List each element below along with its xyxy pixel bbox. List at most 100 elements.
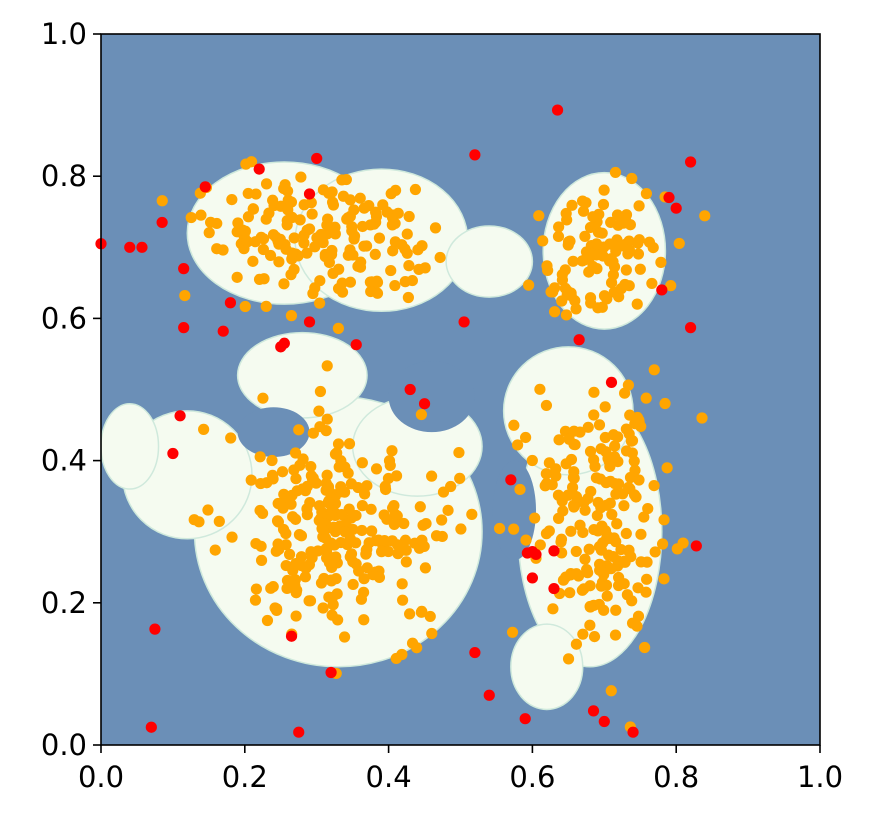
inlier-point [587,211,599,223]
inlier-point [305,546,317,558]
inlier-point [326,609,338,621]
outlier-point [458,316,470,328]
inlier-point [313,405,325,417]
inlier-point [301,247,313,259]
outlier-point [526,572,539,584]
outlier-point [325,666,337,679]
y-tick-label: 0.4 [41,444,87,478]
inlier-point [414,501,426,513]
inlier-point [648,479,660,492]
outlier-point [519,713,531,725]
outlier-point [178,322,190,334]
inlier-point [426,470,438,482]
inlier-point [282,204,294,216]
inlier-point [396,648,408,661]
inlier-point [661,462,673,474]
inlier-point [608,451,621,463]
inlier-point [677,537,689,549]
inlier-point [347,578,359,591]
inlier-point [298,199,310,211]
inlier-point [519,431,532,444]
inlier-point [403,260,415,272]
outlier-point [224,297,237,309]
outlier-point [136,241,148,253]
inlier-point [583,543,595,555]
inlier-point [309,241,321,253]
inlier-point [355,593,368,605]
inlier-point [260,178,273,190]
inlier-region-6 [236,331,368,419]
inlier-point [508,523,520,535]
inlier-point [588,386,600,398]
inlier-point [385,264,397,277]
inlier-point [401,228,413,240]
inlier-point [588,630,601,643]
inlier-point [321,360,333,372]
inlier-point [339,461,351,473]
inlier-point [326,244,338,257]
inlier-point [355,256,367,268]
inlier-point [361,562,373,574]
inlier-point [570,638,583,650]
inlier-point [455,523,467,535]
inlier-point [641,573,653,585]
inlier-point [570,545,582,558]
inlier-point [303,223,316,235]
inlier-point [267,229,280,241]
y-tick-label: 1.0 [41,17,87,51]
inlier-point [326,186,338,198]
inlier-point [615,240,628,252]
inlier-point [605,563,617,575]
inlier-point [315,577,328,589]
inlier-point [331,447,343,459]
inlier-point [305,460,317,473]
inlier-point [391,539,404,551]
inlier-point [566,199,578,211]
inlier-point [267,194,279,206]
inlier-point [523,279,535,291]
inlier-point [597,198,610,211]
outlier-point [124,241,136,253]
inlier-point [382,472,395,485]
inlier-point [314,297,326,309]
inlier-point [658,573,670,585]
outlier-point [285,630,298,642]
inlier-point [354,192,366,204]
outlier-point [670,202,682,214]
inlier-point [336,277,348,289]
inlier-point [321,552,333,564]
inlier-point [556,295,568,307]
inlier-point [609,166,622,179]
inlier-point [386,445,398,457]
inlier-point [340,517,352,530]
inlier-point [332,322,345,334]
inlier-point [665,280,677,292]
inlier-point [570,568,583,580]
inlier-point [322,481,335,493]
inlier-point [445,480,457,493]
inlier-point [550,463,562,475]
inlier-point [389,184,402,196]
x-tick-label: 0.0 [78,760,124,794]
inlier-point [413,263,425,275]
inlier-point [436,514,448,526]
inlier-point [453,446,465,459]
inlier-point [335,481,347,493]
inlier-point [565,525,577,537]
inlier-point [565,453,578,466]
inlier-point [570,303,582,315]
inlier-point [366,525,378,537]
inlier-point [426,627,438,640]
inlier-point [659,397,671,410]
inlier-point [632,582,644,594]
y-axis: 0.0 0.2 0.4 0.6 0.8 1.0 [41,17,101,762]
inlier-point [595,580,607,592]
inlier-point [593,419,606,431]
inlier-point [584,445,597,458]
inlier-point [640,188,653,200]
inlier-point [605,216,617,229]
inlier-point [326,591,339,604]
inlier-point [534,539,546,551]
inlier-point [205,216,217,228]
inlier-point [249,594,262,606]
